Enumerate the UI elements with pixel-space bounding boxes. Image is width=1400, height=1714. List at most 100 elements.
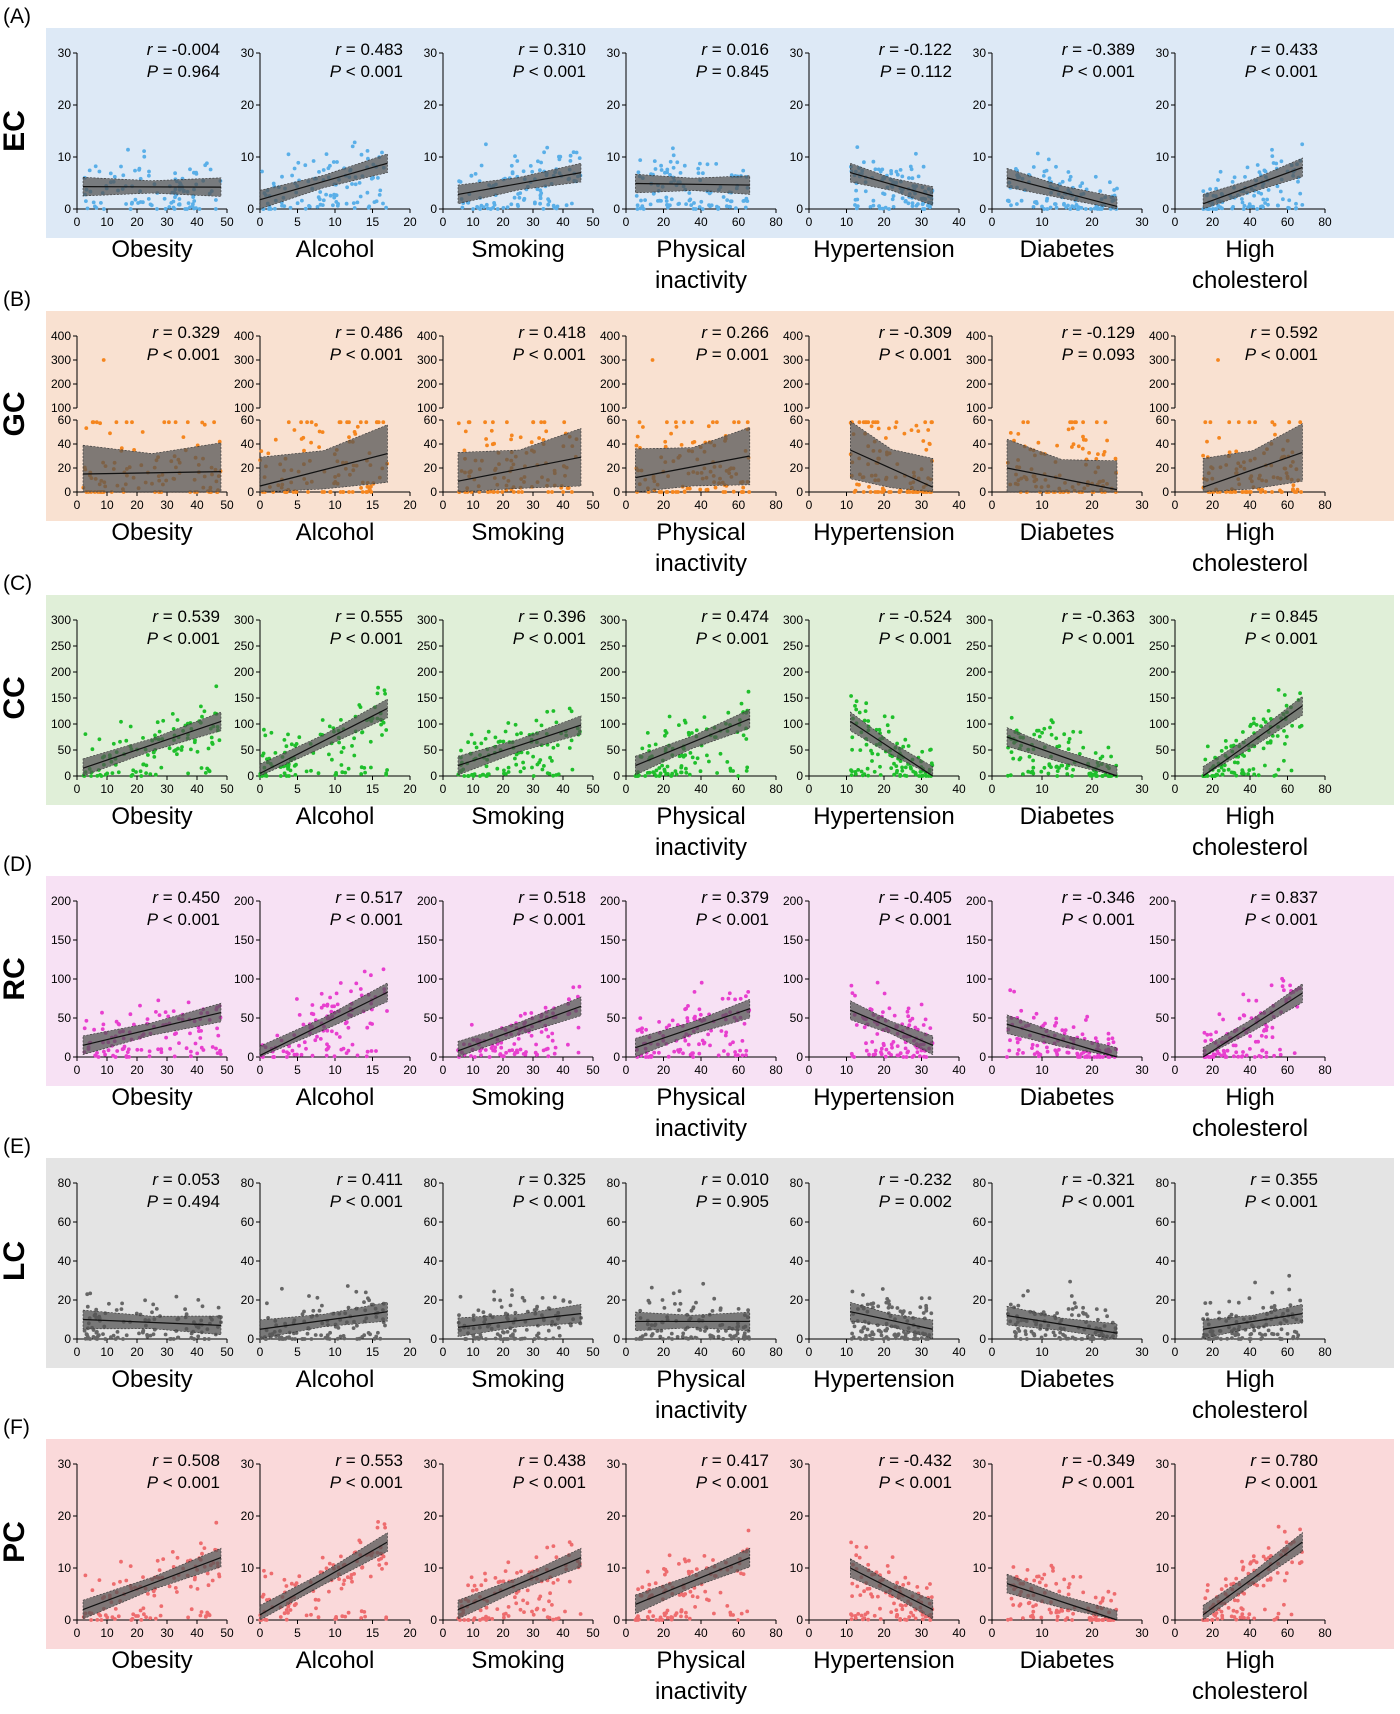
x-tick-label: 20 [130,782,144,796]
data-point [690,755,695,760]
data-point [887,1006,892,1011]
y-tick-label: 40 [1156,437,1170,451]
data-point [869,748,873,753]
r-number: = 0.433 [1256,40,1318,59]
data-point [157,1013,162,1017]
data-point [1080,446,1085,451]
data-point [740,1039,745,1043]
data-point [533,200,537,205]
data-point [1031,1015,1036,1020]
data-point [210,1045,215,1049]
data-point [1013,1334,1018,1339]
p-symbol: P [880,62,892,81]
data-point [684,1336,689,1341]
data-point [907,176,911,180]
data-point [364,420,369,425]
y-tick-label: 200 [783,377,803,391]
data-point [855,145,860,150]
confidence-band [849,420,934,493]
data-point [1046,771,1051,776]
data-point [148,1333,153,1338]
data-point [706,1032,710,1037]
x-tick-label: 0 [257,1063,264,1077]
data-point [466,420,471,425]
r-value: r = 0.379 [701,888,769,907]
data-point [192,740,197,745]
data-point [1035,1043,1040,1048]
data-point [100,1027,105,1031]
data-point [892,1013,897,1018]
data-point [914,203,919,208]
data-point [489,428,494,433]
data-point [493,1336,498,1341]
data-point [476,1337,481,1341]
data-point [282,204,287,209]
data-point [648,202,653,207]
data-point [1263,169,1268,174]
data-point [518,1013,523,1018]
data-point [351,201,356,206]
data-point [1296,179,1300,184]
p-value: P < 0.001 [1062,629,1135,648]
data-point [184,1312,189,1317]
data-point [1236,420,1241,425]
data-point [697,1051,702,1056]
data-point [94,1330,99,1335]
data-point [273,751,278,755]
data-point [479,741,484,746]
data-point [1230,180,1235,184]
data-point [1265,197,1269,202]
y-tick-label: 200 [417,377,437,391]
data-point [139,774,144,778]
p-symbol: P [330,62,342,81]
x-tick-label: 80 [769,498,783,512]
data-point [121,1337,125,1341]
x-axis-label: Hypertension [813,236,954,263]
data-point [346,1305,351,1310]
p-number: = 0.494 [158,1192,220,1211]
panel-letter: (E) [3,1135,31,1158]
data-point [510,1293,514,1298]
data-point [1035,151,1040,156]
data-point [682,420,686,425]
y-tick-label: 100 [234,972,254,986]
data-point [697,1007,702,1012]
data-point [318,202,323,207]
y-tick-label: 200 [417,665,437,679]
data-point [488,489,493,494]
data-point [1031,165,1036,169]
data-point [903,1046,908,1051]
data-point [689,1308,694,1313]
x-tick-label: 0 [74,498,81,512]
x-axis-label: High [1225,519,1274,546]
data-point [355,1323,359,1328]
data-point [147,173,151,178]
data-point [362,969,367,974]
x-tick-label: 20 [1206,782,1220,796]
data-point [850,1289,855,1294]
x-tick-label: 30 [526,782,540,796]
data-point [1018,756,1023,760]
data-point [744,1053,748,1057]
data-point [663,444,668,449]
data-point [493,735,498,740]
data-point [906,201,911,206]
data-point [1256,1039,1260,1044]
data-point [542,150,546,155]
data-point [138,176,143,181]
data-point [1087,771,1092,776]
data-point [119,719,123,724]
data-point [300,198,304,203]
data-point [153,772,158,777]
data-point [342,1336,347,1341]
data-point [347,490,351,494]
r-value: r = 0.266 [701,323,769,342]
x-tick-label: 80 [1318,215,1332,229]
data-point [88,1337,92,1341]
data-point [1253,420,1257,425]
data-point [886,729,891,734]
p-value: P = 0.494 [147,1192,220,1211]
data-point [1273,773,1278,777]
data-point [114,1308,119,1312]
data-point [457,1313,461,1317]
